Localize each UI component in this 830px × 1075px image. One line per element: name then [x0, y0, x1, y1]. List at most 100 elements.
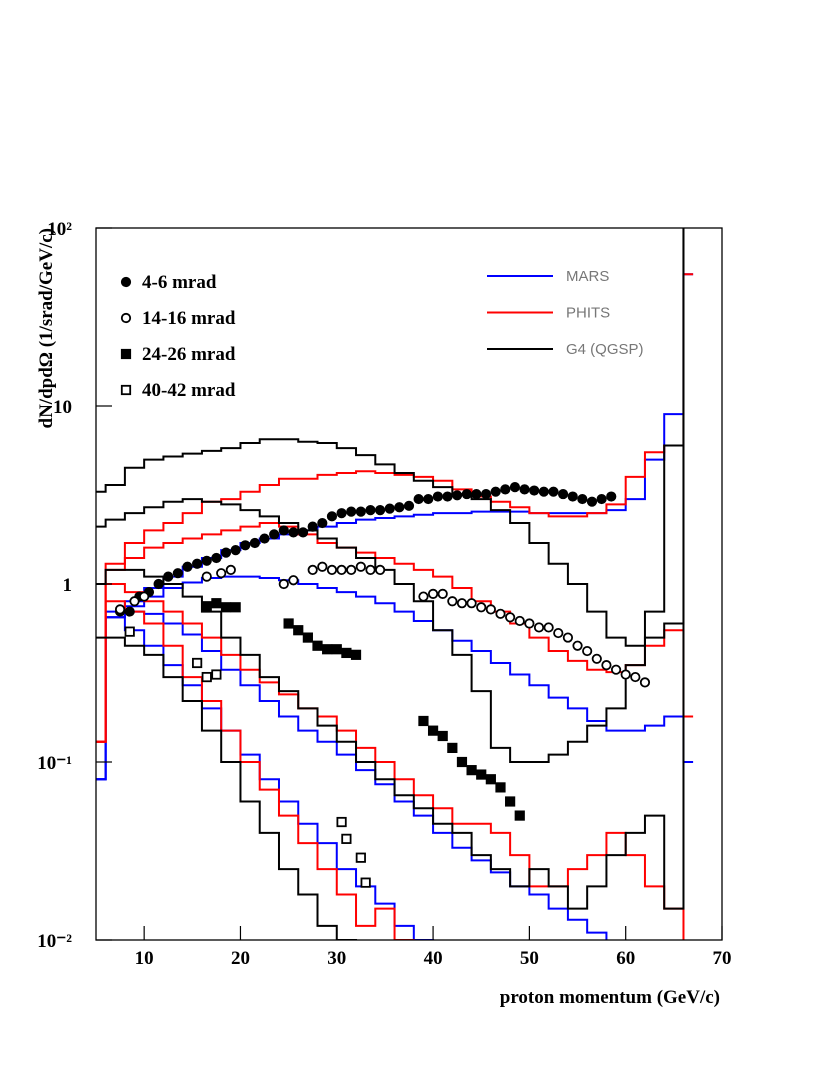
- data-point: [553, 627, 564, 639]
- data-point: [269, 529, 280, 540]
- data-point: [586, 496, 598, 507]
- data-point: [418, 715, 429, 727]
- data-point: [182, 561, 193, 572]
- data-point: [505, 612, 516, 623]
- x-tick-label: 20: [231, 948, 250, 969]
- data-point: [225, 564, 236, 576]
- data-point: [514, 810, 525, 821]
- data-point: [216, 568, 227, 579]
- x-tick-label: 30: [327, 948, 346, 969]
- data-point: [341, 647, 352, 659]
- legend-label: 4-6 mrad: [142, 272, 217, 293]
- data-point: [153, 578, 164, 590]
- data-point: [293, 625, 304, 636]
- data-point: [423, 493, 434, 505]
- legend-label: G4 (QGSP): [566, 341, 644, 358]
- data-point: [124, 626, 135, 637]
- data-point: [307, 564, 318, 576]
- data-point: [577, 493, 588, 505]
- data-point: [533, 622, 545, 633]
- data-point: [495, 782, 506, 793]
- data-point: [201, 601, 212, 612]
- data-point: [548, 486, 559, 497]
- data-point: [240, 540, 251, 551]
- data-point: [278, 525, 289, 536]
- data-point: [610, 664, 622, 675]
- data-point: [336, 564, 347, 576]
- data-point: [524, 618, 535, 629]
- x-tick-label: 40: [424, 948, 443, 969]
- data-point: [461, 488, 472, 500]
- data-point: [485, 604, 496, 615]
- data-point: [447, 596, 458, 607]
- plot-area: [96, 228, 694, 940]
- data-point: [466, 598, 477, 609]
- histogram-line: [96, 610, 608, 940]
- legend-label: MARS: [566, 268, 609, 285]
- data-point: [341, 833, 352, 844]
- x-tick-label: 70: [713, 948, 732, 969]
- data-point: [432, 491, 443, 502]
- data-point: [230, 602, 241, 613]
- data-point: [220, 547, 232, 558]
- data-point: [471, 488, 482, 500]
- data-point: [476, 602, 487, 613]
- data-point: [211, 598, 222, 609]
- data-point: [375, 505, 386, 516]
- data-point: [543, 622, 554, 633]
- data-point: [220, 602, 232, 613]
- data-point: [447, 742, 458, 754]
- data-point: [355, 506, 366, 517]
- data-point: [297, 527, 309, 538]
- data-point: [331, 644, 342, 655]
- data-point: [114, 604, 126, 615]
- data-point: [384, 503, 395, 514]
- data-point: [302, 632, 313, 643]
- data-point: [326, 564, 338, 576]
- data-point: [606, 491, 617, 502]
- data-point: [596, 493, 607, 505]
- data-point: [476, 769, 487, 780]
- data-point: [365, 505, 376, 516]
- y-tick-label: 10: [53, 397, 72, 418]
- data-point: [322, 644, 333, 655]
- data-point: [442, 491, 453, 502]
- data-point: [538, 486, 549, 497]
- histogram-line: [96, 228, 685, 763]
- data-point: [129, 596, 140, 607]
- legend-symbol: [120, 312, 132, 324]
- data-point: [288, 575, 299, 586]
- data-point: [452, 490, 463, 501]
- data-point: [427, 588, 439, 599]
- data-point: [437, 588, 448, 599]
- data-point: [630, 671, 641, 683]
- data-point: [582, 645, 593, 657]
- data-point: [230, 545, 241, 556]
- data-point: [307, 521, 318, 532]
- data-point: [456, 756, 468, 768]
- data-point: [317, 517, 328, 529]
- data-point: [427, 725, 439, 736]
- histogram-line: [96, 228, 685, 647]
- legend-label: 24-26 mrad: [142, 344, 236, 365]
- data-point: [259, 533, 270, 544]
- data-point: [413, 493, 424, 505]
- data-point: [620, 669, 631, 680]
- data-point: [278, 578, 289, 590]
- histogram-line: [96, 600, 415, 940]
- data-point: [346, 506, 357, 517]
- data-point: [350, 649, 362, 660]
- data-point: [360, 877, 371, 888]
- data-point: [394, 502, 405, 513]
- data-point: [192, 558, 203, 569]
- data-point: [317, 561, 328, 572]
- legend-symbol: [120, 384, 132, 396]
- x-tick-label: 50: [520, 948, 539, 969]
- data-point: [485, 774, 496, 785]
- histogram-line: [96, 616, 435, 940]
- y-axis-label: dN/dpdΩ (1/srad/GeV/c): [36, 228, 57, 428]
- legend-label: PHITS: [566, 305, 610, 322]
- data-point: [288, 527, 299, 538]
